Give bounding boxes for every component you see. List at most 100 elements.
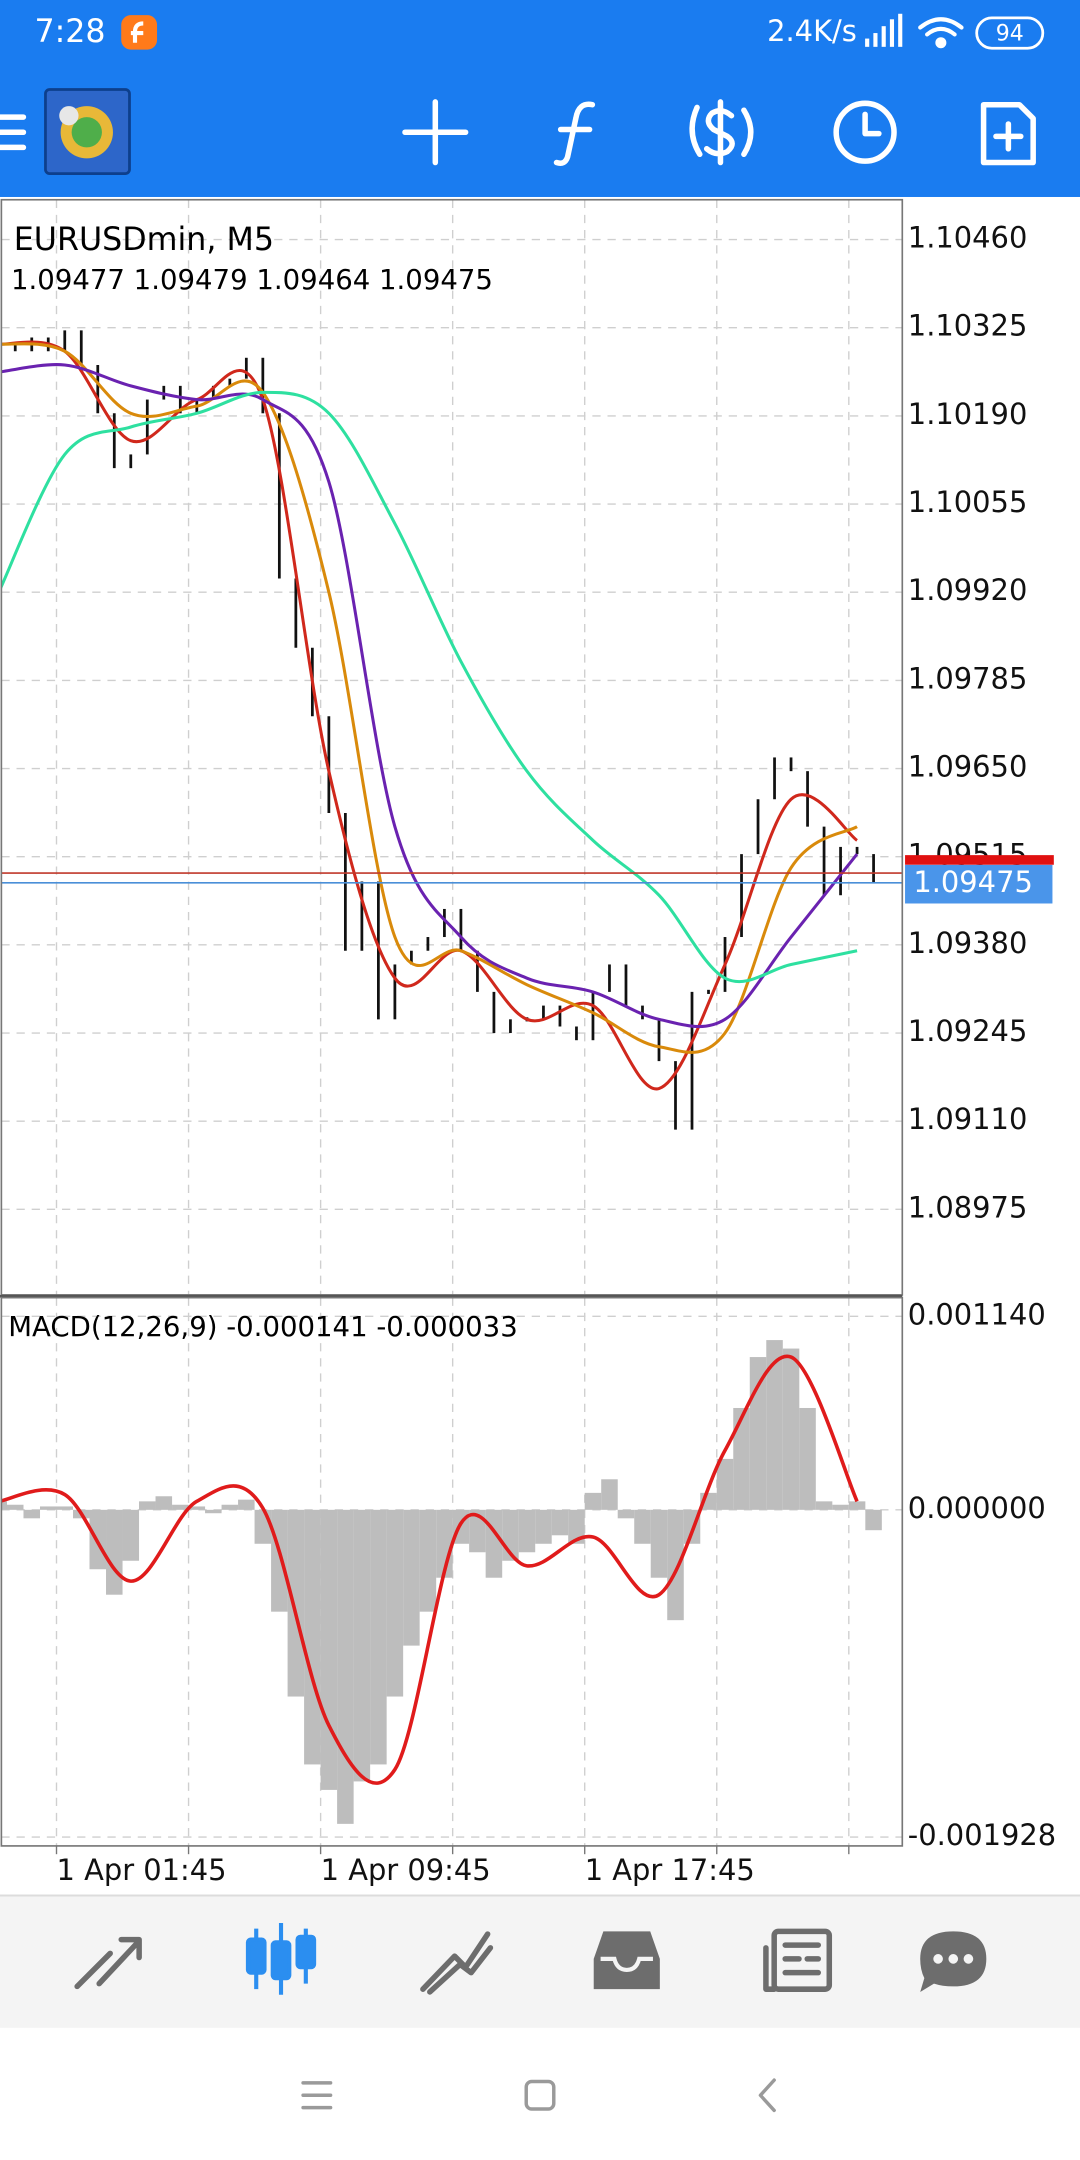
bid-label-box xyxy=(905,864,1053,904)
y-tick-label: 1.10055 xyxy=(908,485,1028,519)
histogram-bar xyxy=(749,1357,767,1510)
histogram-bar xyxy=(221,1504,239,1510)
y-tick-label: 1.09380 xyxy=(908,926,1028,960)
histogram-bar xyxy=(122,1509,140,1561)
histogram-bar xyxy=(667,1509,684,1621)
histogram-bar xyxy=(155,1496,173,1510)
histogram-bar xyxy=(551,1509,569,1536)
histogram-bar xyxy=(403,1509,420,1646)
battery-icon xyxy=(975,16,1045,50)
history-tab[interactable] xyxy=(593,1931,660,1990)
crosshair-button[interactable] xyxy=(402,99,469,166)
trade-button[interactable] xyxy=(689,99,754,166)
histogram-bar xyxy=(254,1509,272,1544)
trade-tab[interactable] xyxy=(420,1931,494,1995)
system-back-button[interactable] xyxy=(758,2078,776,2113)
battery-level: 94 xyxy=(996,21,1024,46)
histogram-bar xyxy=(39,1506,57,1510)
histogram-bar xyxy=(733,1407,750,1510)
histogram-bar xyxy=(782,1348,800,1510)
system-menu-button[interactable] xyxy=(301,2081,333,2110)
x-tick-label: 1 Apr 09:45 xyxy=(321,1853,491,1887)
y-tick-label: 1.09785 xyxy=(908,661,1028,695)
histogram-bar xyxy=(650,1509,668,1578)
moving-average-line xyxy=(1,342,858,1054)
notification-icon xyxy=(121,15,158,50)
histogram-bar xyxy=(485,1509,503,1578)
histogram-bar xyxy=(370,1509,387,1765)
price-panel: 1.10460 1.10325 1.10190 1.10055 1.09920 1.097… xyxy=(1,199,1054,1887)
macd-panel: 0.001140 0.000000 -0.001928 xyxy=(1,1297,1056,1852)
histogram-bar xyxy=(469,1509,486,1553)
histogram-bar xyxy=(535,1509,552,1544)
histogram-bar xyxy=(172,1504,189,1510)
bottom-nav xyxy=(0,1895,1080,2028)
ask-marker xyxy=(905,855,1054,865)
histogram-bar xyxy=(287,1509,305,1697)
bid-label: 1.09475 xyxy=(913,865,1033,899)
menu-button[interactable] xyxy=(0,114,27,151)
chart-background xyxy=(0,196,1080,1899)
y-tick-label: 1.10190 xyxy=(908,397,1028,431)
x-tick-label: 1 Apr 17:45 xyxy=(585,1853,755,1887)
y-tick-label: 1.09245 xyxy=(908,1014,1028,1048)
network-speed: 2.4K/s xyxy=(767,14,857,48)
chat-tab[interactable] xyxy=(920,1931,987,1992)
x-tick-label: 1 Apr 01:45 xyxy=(57,1853,227,1887)
chart-tab[interactable] xyxy=(245,1923,317,1995)
moving-average-line xyxy=(1,363,859,1028)
signal-line xyxy=(1,1354,859,1785)
histogram-bar xyxy=(56,1506,74,1510)
y-tick-label: 1.09110 xyxy=(908,1102,1028,1136)
indicators-button[interactable] xyxy=(553,101,596,166)
y-tick-label: 1.10325 xyxy=(908,309,1028,343)
histogram-bar xyxy=(617,1509,635,1519)
history-button[interactable] xyxy=(833,100,897,164)
wifi-icon xyxy=(918,17,964,49)
histogram-bar xyxy=(23,1509,41,1519)
histogram-bar xyxy=(353,1509,371,1782)
histogram-bar xyxy=(6,1504,24,1510)
histogram-bar xyxy=(238,1499,255,1510)
app-header xyxy=(0,0,1080,197)
histogram-bar xyxy=(139,1501,156,1510)
status-time: 7:28 xyxy=(34,14,105,50)
histogram-bar xyxy=(716,1458,734,1510)
macd-panel-border xyxy=(0,1296,904,1847)
chart-symbol: EURUSDmin, M5 xyxy=(14,222,274,258)
new-order-button[interactable] xyxy=(980,101,1036,166)
y-tick-label: 0.000000 xyxy=(908,1491,1046,1525)
plot-area xyxy=(1,1297,903,1846)
histogram-bar xyxy=(848,1501,866,1510)
histogram-bar xyxy=(799,1407,816,1510)
macd-title: MACD(12,26,9) -0.000141 -0.000033 xyxy=(8,1311,517,1343)
histogram-bar xyxy=(205,1509,222,1514)
system-home-button[interactable] xyxy=(524,2079,556,2111)
y-tick-label: -0.001928 xyxy=(908,1818,1056,1852)
histogram-bar xyxy=(320,1509,338,1790)
y-tick-label: 1.10460 xyxy=(908,221,1028,255)
moving-average-line xyxy=(1,390,858,984)
histogram-bar xyxy=(865,1509,882,1531)
histogram-bar xyxy=(634,1509,651,1544)
histogram-bar xyxy=(832,1504,849,1510)
y-tick-label: 0.001140 xyxy=(908,1297,1046,1331)
histogram-bar xyxy=(766,1340,783,1510)
histogram-bar xyxy=(518,1509,536,1553)
y-tick-label: 1.08975 xyxy=(908,1190,1028,1224)
histogram-bar xyxy=(337,1509,354,1824)
histogram-bar xyxy=(584,1492,602,1510)
chart-ohlc: 1.09477 1.09479 1.09464 1.09475 xyxy=(11,264,493,296)
histogram-bar xyxy=(601,1479,618,1510)
signal-icon xyxy=(865,13,903,47)
histogram-bar xyxy=(1,1501,8,1510)
y-tick-label: 1.09920 xyxy=(908,573,1028,607)
quotes-tab[interactable] xyxy=(74,1936,142,1990)
histogram-bar xyxy=(188,1506,206,1510)
histogram-bar xyxy=(271,1509,288,1612)
news-tab[interactable] xyxy=(763,1928,833,1992)
histogram-bar xyxy=(419,1509,437,1612)
y-tick-label: 1.09650 xyxy=(908,750,1028,784)
app-logo[interactable] xyxy=(44,88,131,175)
